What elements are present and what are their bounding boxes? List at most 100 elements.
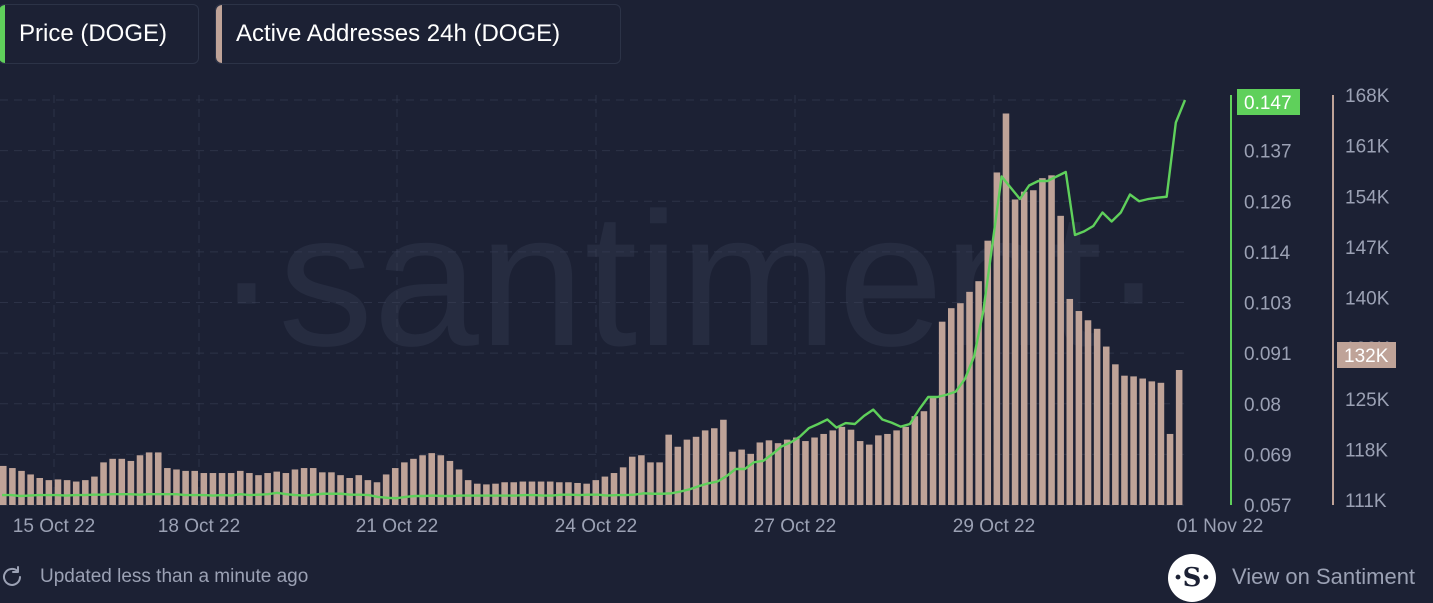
bar-active-addresses [1175, 370, 1183, 505]
bar-active-addresses [9, 468, 16, 505]
bar-active-addresses [337, 475, 344, 505]
bar-active-addresses [519, 481, 527, 505]
bar-active-addresses [209, 473, 217, 505]
bar-active-addresses [246, 473, 253, 505]
bar-active-addresses [1148, 381, 1156, 505]
bar-active-addresses [118, 458, 126, 505]
bar-active-addresses [191, 470, 198, 505]
x-tick-label: 15 Oct 22 [13, 516, 95, 537]
bar-active-addresses [109, 458, 116, 505]
bar-active-addresses [428, 453, 435, 505]
bar-active-addresses [164, 468, 171, 505]
bar-active-addresses [464, 480, 472, 505]
bar-active-addresses [802, 441, 809, 505]
bar-active-addresses [45, 480, 53, 505]
bar-active-addresses [136, 455, 144, 505]
view-on-santiment-link[interactable]: View on Santiment [1232, 564, 1416, 589]
x-tick-label: 24 Oct 22 [555, 516, 637, 537]
bar-active-addresses [984, 240, 992, 505]
bar-active-addresses [1020, 191, 1028, 505]
bar-active-addresses [628, 456, 636, 505]
refresh-icon[interactable] [0, 565, 24, 589]
bar-active-addresses [820, 433, 827, 505]
price-axis-tick-label: 0.091 [1244, 344, 1292, 365]
santiment-logo-icon[interactable]: ·S· [1168, 554, 1216, 602]
price-line [2, 99, 1187, 500]
legend-chip-active-addresses[interactable]: Active Addresses 24h (DOGE) [215, 4, 621, 64]
bar-active-addresses [346, 478, 353, 505]
bar-active-addresses [373, 482, 381, 505]
bar-active-addresses [237, 470, 244, 505]
bar-active-addresses [847, 429, 855, 505]
price-axis-tick-label: 0.114 [1244, 243, 1291, 264]
bar-active-addresses [911, 416, 919, 505]
price-color-marker [0, 5, 5, 63]
bar-active-addresses [793, 437, 800, 505]
bar-active-addresses [1075, 311, 1083, 505]
bar-active-addresses [829, 430, 837, 505]
bar-active-addresses [920, 411, 928, 505]
bar-active-addresses [683, 439, 691, 505]
bar-active-addresses [783, 439, 791, 505]
price-axis-tick-label: 0.137 [1244, 142, 1292, 163]
bar-active-addresses [701, 430, 709, 505]
addresses-axis-tick-label: 125K [1345, 390, 1390, 411]
addresses-axis-tick-label: 161K [1345, 137, 1390, 158]
legend-chip-price[interactable]: Price (DOGE) [0, 4, 199, 64]
bar-active-addresses [319, 472, 326, 505]
bar-active-addresses [711, 428, 718, 505]
bar-active-addresses [27, 474, 34, 505]
addresses-axis-tick-label: 168K [1345, 86, 1390, 107]
bar-active-addresses [747, 453, 755, 505]
bar-active-addresses [774, 443, 782, 505]
bar-active-addresses [592, 480, 600, 505]
price-axis-tick-label: 0.08 [1244, 395, 1281, 416]
bar-active-addresses [492, 483, 499, 505]
bar-active-addresses [656, 462, 663, 505]
bar-active-addresses [811, 437, 818, 505]
addresses-axis-tick-label: 118K [1345, 440, 1388, 461]
bar-active-addresses [537, 481, 545, 505]
updated-status-text: Updated less than a minute ago [40, 566, 309, 587]
bar-active-addresses [893, 430, 900, 505]
bar-active-addresses [382, 474, 390, 505]
bar-active-addresses [1112, 364, 1119, 505]
bar-active-addresses [865, 444, 873, 505]
bar-active-addresses [975, 281, 982, 505]
addresses-current-label: 132K [1344, 346, 1389, 367]
price-axis-tick-label: 0.069 [1244, 445, 1292, 466]
bar-active-addresses [692, 436, 700, 505]
bar-active-addresses [838, 426, 846, 505]
bar-active-addresses [729, 451, 736, 505]
bar-active-addresses [993, 172, 1001, 505]
bar-active-addresses [619, 467, 627, 505]
addresses-color-marker [216, 5, 222, 63]
x-tick-label: 01 Nov 22 [1177, 516, 1264, 537]
bar-active-addresses [1048, 175, 1055, 505]
price-axis-tick-label: 0.103 [1244, 294, 1292, 315]
bar-active-addresses [355, 475, 363, 505]
bar-active-addresses [328, 472, 335, 505]
bar-active-addresses [929, 397, 937, 505]
bar-active-addresses [173, 469, 180, 505]
bar-active-addresses [200, 473, 208, 505]
santiment-logo-glyph: ·S· [1173, 563, 1211, 593]
bar-active-addresses [291, 469, 299, 505]
bar-active-addresses [674, 446, 682, 505]
bar-active-addresses [665, 434, 672, 505]
bar-active-addresses [255, 475, 262, 505]
legend-label-active-addresses: Active Addresses 24h (DOGE) [236, 20, 561, 47]
bar-active-addresses [501, 482, 508, 505]
bar-active-addresses [756, 442, 764, 505]
bar-active-addresses [227, 473, 235, 505]
bar-active-addresses [1066, 298, 1074, 505]
bar-active-addresses [1093, 328, 1101, 505]
bar-active-addresses [720, 419, 727, 505]
bar-active-addresses [966, 291, 973, 505]
bar-active-addresses [1130, 376, 1137, 505]
bar-active-addresses [1039, 178, 1046, 505]
bar-active-addresses [556, 482, 563, 505]
bar-active-addresses [273, 471, 281, 505]
